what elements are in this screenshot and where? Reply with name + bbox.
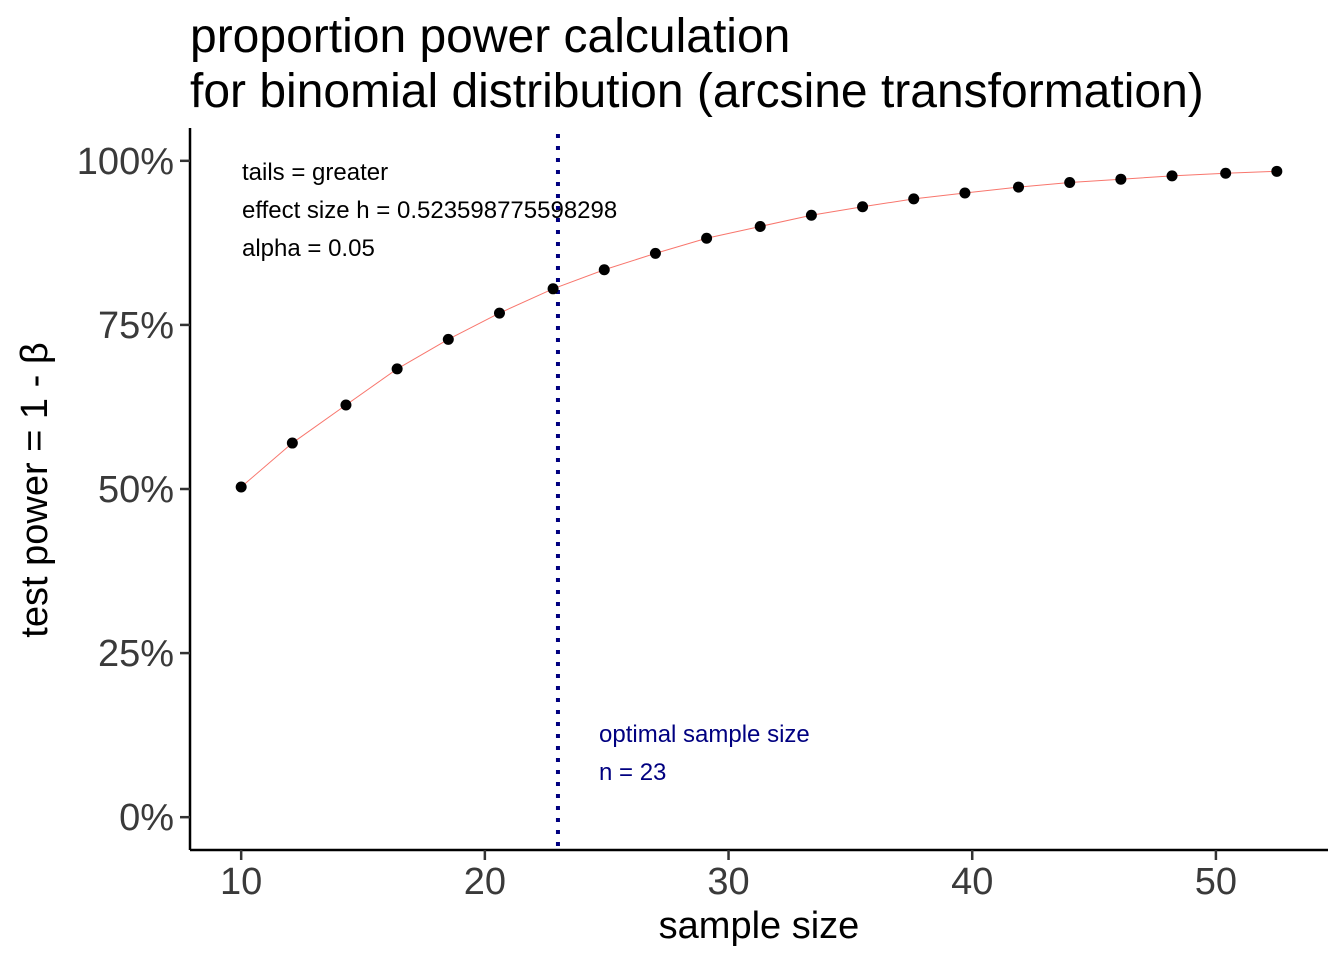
y-axis-label: test power = 1 - β [14,342,56,637]
x-tick-label: 10 [220,861,262,903]
data-point [598,264,610,276]
x-tick-label: 40 [951,861,993,903]
y-tick-label: 75% [98,305,174,347]
data-point [442,333,454,345]
data-point [1166,170,1178,182]
data-point [857,201,869,213]
data-point [649,247,661,259]
data-point [1064,176,1076,188]
title-line-2: for binomial distribution (arcsine trans… [190,65,1204,118]
x-axis-label: sample size [659,905,860,947]
data-point [959,187,971,199]
x-tick-label: 50 [1195,861,1237,903]
x-tick-label: 20 [464,861,506,903]
annotation-tails: tails = greater [242,159,388,186]
annotation-effect-size: effect size h = 0.523598775598298 [242,197,617,224]
annotation-top-left: tails = greater effect size h = 0.523598… [242,159,617,262]
annotation-optimal: optimal sample size n = 23 [599,721,810,786]
annotation-optimal-n: n = 23 [599,759,666,786]
data-point [701,232,713,244]
annotation-optimal-title: optimal sample size [599,721,810,748]
x-tick-label: 30 [707,861,749,903]
title-line-1: proportion power calculation [190,10,790,63]
y-tick-label: 100% [77,141,174,183]
data-point [754,220,766,232]
data-point [1271,165,1283,177]
y-tick-label: 0% [119,797,174,839]
data-point [235,481,247,493]
chart-title: proportion power calculation for binomia… [190,10,1204,118]
annotation-alpha: alpha = 0.05 [242,235,375,262]
data-point [1220,167,1232,179]
data-point [1013,181,1025,193]
data-point [391,363,403,375]
data-point [547,283,559,295]
y-tick-label: 25% [98,633,174,675]
y-tick-label: 50% [98,469,174,511]
data-point [805,209,817,221]
data-point [286,437,298,449]
data-point [908,193,920,205]
data-point [340,399,352,411]
data-point [493,307,505,319]
data-point [1115,173,1127,185]
plot-area: 0% 25% 50% 75% 100% 10 20 30 40 50 [77,128,1328,903]
